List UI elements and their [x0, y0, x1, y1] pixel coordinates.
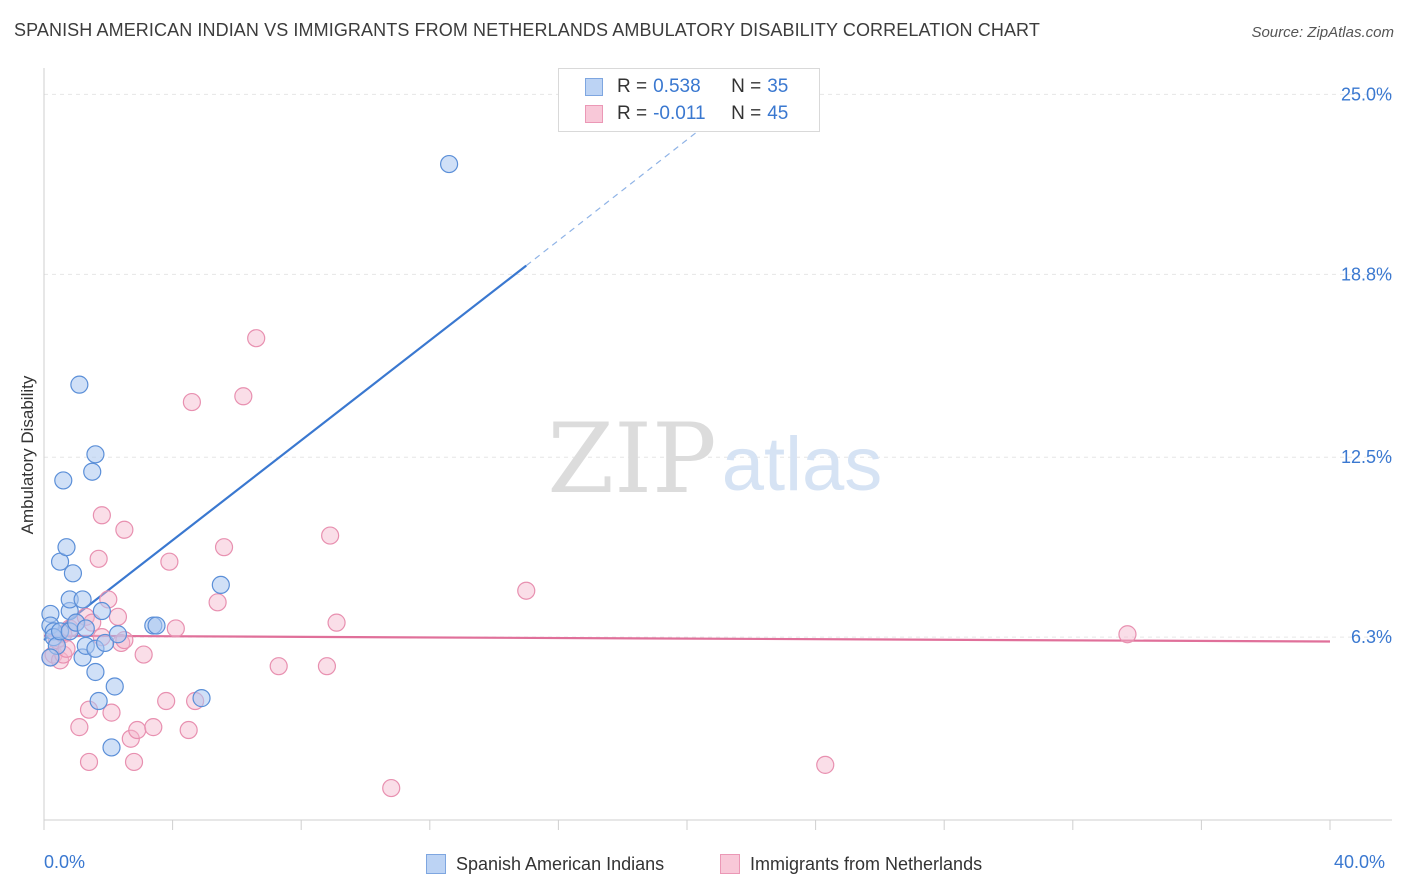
axes: [43, 68, 1392, 830]
correlation-legend: R = 0.538 N = 35 R = -0.011 N = 45: [558, 68, 820, 132]
trend-lines: [43, 93, 1331, 643]
trend-line-immigrants-from-netherlands: [43, 634, 1331, 643]
data-point-spanish-american-indians: [147, 616, 166, 635]
chart-title: SPANISH AMERICAN INDIAN VS IMMIGRANTS FR…: [14, 20, 1040, 40]
data-point-spanish-american-indians: [439, 154, 459, 174]
data-point-spanish-american-indians: [192, 689, 211, 708]
data-point-immigrants-from-netherlands: [124, 752, 144, 772]
series-spanish-american-indians: [41, 154, 459, 757]
data-point-immigrants-from-netherlands: [382, 778, 401, 798]
legend-r-value: -0.011: [653, 103, 706, 124]
y-tick-label: 12.5%: [1341, 447, 1392, 467]
grid-lines: [44, 93, 1392, 638]
legend-swatch-pink: [585, 105, 603, 123]
data-point-immigrants-from-netherlands: [321, 526, 340, 545]
data-point-immigrants-from-netherlands: [214, 538, 234, 557]
data-point-immigrants-from-netherlands: [128, 720, 147, 740]
legend-n-label: N =: [731, 76, 762, 97]
legend-r-value: 0.538: [653, 76, 701, 97]
data-point-spanish-american-indians: [83, 462, 102, 481]
data-point-spanish-american-indians: [76, 619, 95, 638]
legend-row-blue: R = 0.538 N = 35: [585, 75, 788, 99]
data-point-immigrants-from-netherlands: [115, 520, 134, 539]
data-point-spanish-american-indians: [63, 564, 83, 583]
data-point-immigrants-from-netherlands: [247, 329, 266, 348]
y-tick-label: 6.3%: [1351, 627, 1392, 647]
data-point-immigrants-from-netherlands: [269, 657, 288, 676]
data-point-immigrants-from-netherlands: [1118, 625, 1137, 644]
data-point-spanish-american-indians: [57, 538, 76, 557]
data-point-immigrants-from-netherlands: [160, 552, 179, 571]
data-point-spanish-american-indians: [105, 677, 124, 696]
data-point-immigrants-from-netherlands: [102, 703, 121, 722]
data-point-spanish-american-indians: [92, 601, 111, 621]
data-point-immigrants-from-netherlands: [157, 691, 176, 711]
data-point-immigrants-from-netherlands: [79, 752, 99, 772]
data-point-immigrants-from-netherlands: [179, 720, 198, 740]
data-point-spanish-american-indians: [89, 691, 108, 711]
watermark-atlas: atlas: [722, 422, 883, 507]
bottom-legend-swatch-pink: [720, 854, 740, 874]
data-point-immigrants-from-netherlands: [327, 613, 346, 632]
data-point-spanish-american-indians: [54, 471, 73, 490]
data-point-immigrants-from-netherlands: [166, 619, 185, 638]
data-point-spanish-american-indians: [86, 662, 105, 682]
legend-swatch-blue: [585, 78, 603, 96]
source-credit: Source: ZipAtlas.com: [1251, 24, 1394, 41]
x-tick-max: 40.0%: [1334, 852, 1386, 872]
data-point-immigrants-from-netherlands: [134, 645, 153, 664]
data-point-immigrants-from-netherlands: [144, 718, 163, 737]
legend-row-pink: R = -0.011 N = 45: [585, 102, 788, 126]
bottom-legend-label-pink: Immigrants from Netherlands: [750, 853, 983, 874]
data-point-immigrants-from-netherlands: [92, 506, 111, 525]
data-point-immigrants-from-netherlands: [317, 657, 337, 676]
data-point-spanish-american-indians: [70, 375, 89, 394]
x-tick-min: 0.0%: [44, 852, 86, 872]
data-point-immigrants-from-netherlands: [70, 718, 89, 737]
data-point-spanish-american-indians: [86, 445, 105, 464]
legend-r-label: R =: [617, 76, 648, 97]
y-axis-label: Ambulatory Disability: [18, 375, 37, 535]
legend-r-label: R =: [617, 103, 648, 124]
y-tick-label: 25.0%: [1341, 84, 1392, 104]
legend-n-value: 35: [767, 76, 789, 97]
data-point-immigrants-from-netherlands: [182, 392, 201, 412]
data-point-immigrants-from-netherlands: [234, 387, 253, 406]
y-tick-labels: 6.3% 12.5% 18.8% 25.0%: [1341, 84, 1392, 647]
bottom-legend-swatch-blue: [426, 854, 446, 874]
legend-n-label: N =: [731, 103, 762, 124]
data-point-immigrants-from-netherlands: [816, 755, 835, 774]
y-tick-label: 18.8%: [1341, 264, 1392, 284]
watermark-zip: ZIP: [547, 403, 716, 515]
data-point-immigrants-from-netherlands: [89, 549, 108, 568]
data-point-spanish-american-indians: [41, 648, 60, 667]
data-point-spanish-american-indians: [102, 738, 121, 757]
data-point-spanish-american-indians: [95, 633, 115, 653]
bottom-legend-pink: Immigrants from Netherlands: [720, 852, 982, 876]
data-point-immigrants-from-netherlands: [208, 593, 227, 612]
data-point-spanish-american-indians: [211, 575, 230, 595]
legend-n-value: 45: [767, 103, 789, 124]
data-point-spanish-american-indians: [108, 625, 128, 644]
series-immigrants-from-netherlands: [41, 329, 1137, 798]
bottom-legend-label-blue: Spanish American Indians: [456, 853, 665, 874]
bottom-legend-blue: Spanish American Indians: [426, 852, 664, 876]
data-point-immigrants-from-netherlands: [108, 607, 128, 626]
data-point-spanish-american-indians: [73, 590, 92, 609]
data-point-immigrants-from-netherlands: [517, 581, 536, 600]
trend-line-spanish-american-indians: [43, 264, 527, 641]
